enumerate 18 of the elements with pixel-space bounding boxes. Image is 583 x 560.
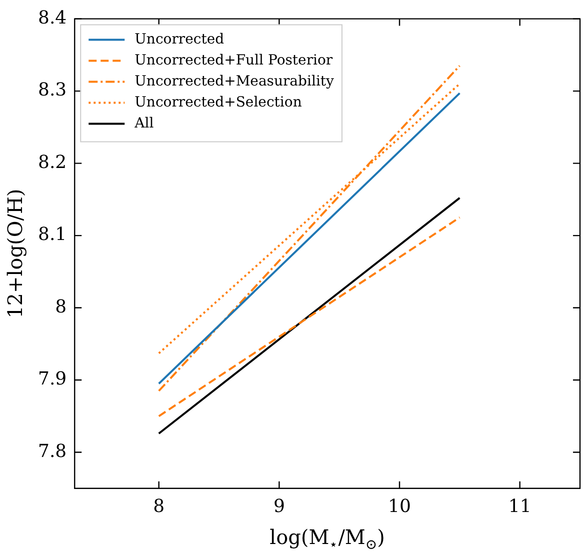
legend-label: Uncorrected+Selection <box>134 94 302 110</box>
legend-label: Uncorrected+Measurability <box>134 73 334 90</box>
y-tick-label: 8.1 <box>38 224 67 246</box>
y-tick-label: 8.4 <box>38 7 67 28</box>
y-tick-label: 7.9 <box>38 368 67 390</box>
y-tick-label: 7.8 <box>38 440 67 462</box>
x-axis-title: log(M⋆/M⊙) <box>270 525 385 553</box>
y-axis-title: 12+log(O/H) <box>3 188 27 318</box>
legend-label: Uncorrected+Full Posterior <box>134 52 333 68</box>
x-tick-label: 11 <box>508 496 532 517</box>
x-tick-label: 9 <box>273 496 285 517</box>
legend-label: Uncorrected <box>134 31 224 48</box>
x-tick-label: 8 <box>153 496 165 517</box>
y-tick-label: 8 <box>55 296 67 318</box>
y-tick-label: 8.3 <box>38 80 67 101</box>
x-tick-label: 10 <box>388 496 411 517</box>
y-tick-label: 8.2 <box>38 152 67 173</box>
legend-label: All <box>134 115 154 132</box>
